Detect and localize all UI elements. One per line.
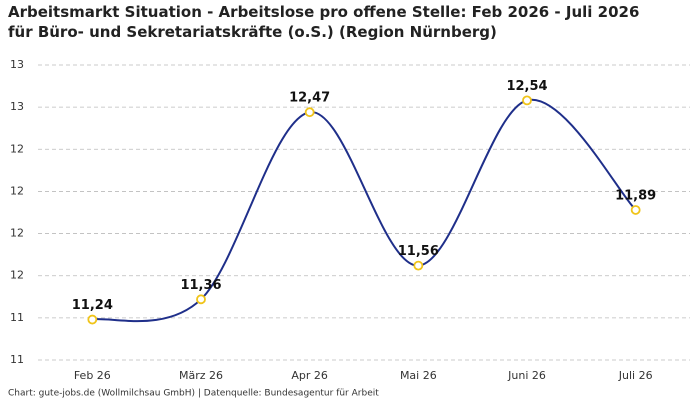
point [304, 107, 315, 118]
point [630, 205, 641, 215]
value-label: 11,36 [180, 278, 221, 293]
point [87, 314, 98, 325]
x-tick-label: Feb 26 [74, 369, 111, 382]
y-tick-label: 13 [10, 58, 24, 71]
value-label: 11,24 [72, 298, 113, 313]
chart-title: Arbeitsmarkt Situation - Arbeitslose pro… [8, 3, 640, 41]
y-tick-label: 12 [10, 227, 24, 240]
point [413, 260, 424, 271]
x-tick-label: Apr 26 [291, 369, 328, 382]
y-tick-label: 12 [10, 269, 24, 282]
line [92, 99, 637, 323]
y-tick-label: 13 [10, 100, 24, 113]
value-label: 12,54 [506, 79, 547, 94]
x-tick-label: Juni 26 [507, 369, 546, 382]
source: Chart: gute-jobs.de (Wollmilchsau GmbH) … [8, 389, 379, 399]
x-tick-label: Juli 26 [618, 369, 653, 382]
x-tick-label: Mai 26 [400, 369, 437, 382]
y-tick-label: 12 [10, 142, 24, 155]
point [522, 95, 532, 106]
y-tick-label: 11 [10, 311, 24, 324]
x-tick-label: März 26 [179, 369, 223, 382]
y-tick-label: 12 [10, 184, 24, 197]
value-label: 12,47 [289, 91, 330, 106]
y-tick-label: 11 [10, 353, 24, 366]
point [196, 294, 206, 305]
value-label: 11,56 [398, 244, 439, 259]
value-label: 11,89 [615, 188, 656, 203]
